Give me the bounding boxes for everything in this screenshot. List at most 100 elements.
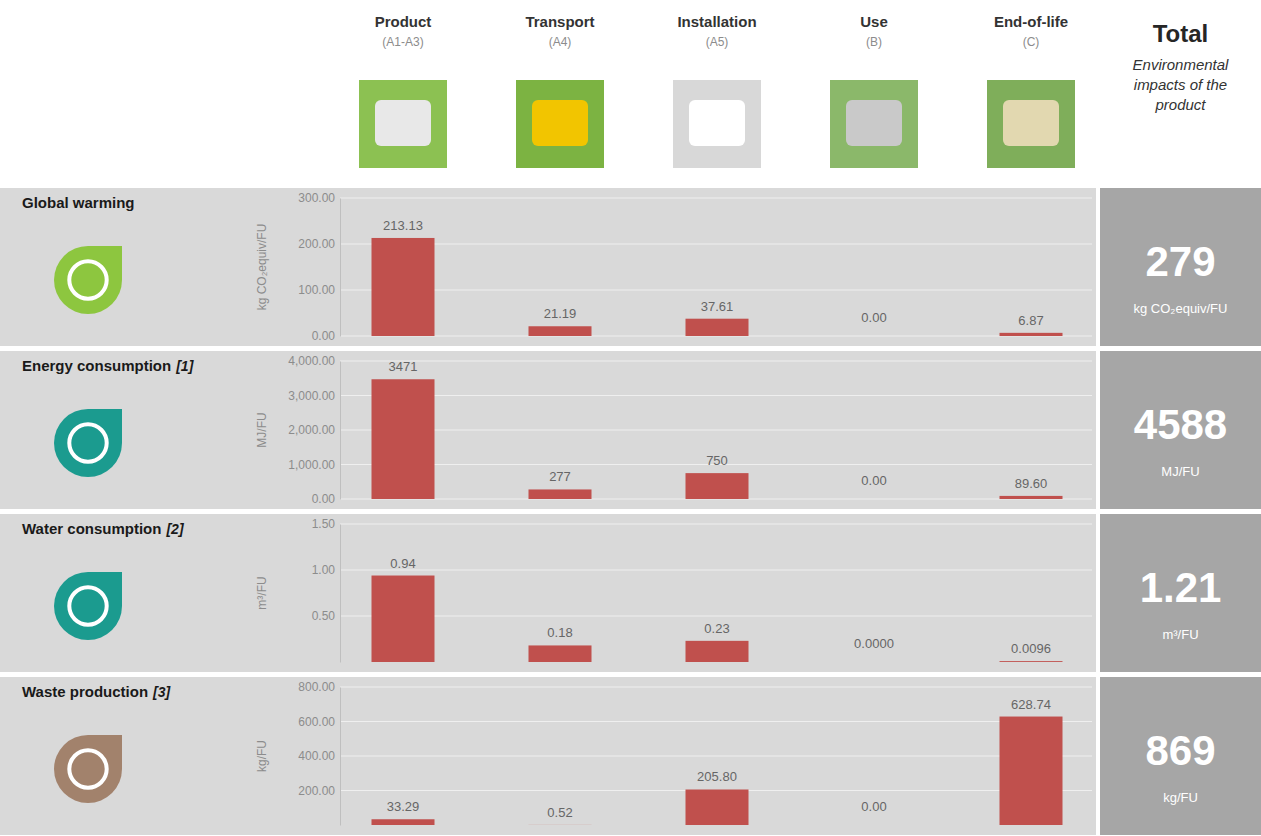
bar: [529, 645, 592, 662]
icon-glyph: [69, 424, 106, 461]
axis-line: [340, 362, 341, 500]
y-axis-title: m³/FU: [255, 576, 269, 609]
stage-image-shape: [532, 100, 588, 146]
total-bg: [1100, 188, 1261, 346]
footnote-mark: [1]: [175, 358, 194, 374]
grid-line: [340, 290, 1092, 291]
bars: [372, 717, 1063, 825]
y-axis-title: kg/FU: [255, 740, 269, 772]
data-label: 3471: [389, 359, 418, 374]
stage-image-bg: [830, 80, 918, 168]
axis-line: [340, 688, 341, 826]
bar: [1000, 333, 1063, 336]
tick-label: 800.00: [298, 680, 335, 694]
bar: [372, 238, 435, 336]
tick: 0.00: [312, 492, 340, 506]
tick: 0.50: [312, 609, 340, 623]
data-label: 0.00: [861, 310, 886, 325]
panel-title: Waste production[3]: [22, 683, 172, 700]
data-label: 628.74: [1011, 697, 1051, 712]
tick-label: 300.00: [298, 191, 335, 205]
icon: [54, 409, 122, 477]
bar: [686, 473, 749, 499]
icon: [54, 735, 122, 803]
bar: [372, 819, 435, 825]
bar: [529, 824, 592, 825]
total-subtitle-line: impacts of the: [1134, 76, 1227, 93]
stage-image-bg: [359, 80, 447, 168]
tick: 1,000.00: [288, 458, 340, 472]
stage-name: Use: [860, 13, 888, 30]
icon: [54, 246, 122, 314]
grid: [340, 687, 1092, 791]
stage-image: [830, 80, 918, 168]
stage-name: Product: [375, 13, 432, 30]
tick-label: 600.00: [298, 715, 335, 729]
grid-line: [340, 198, 1092, 199]
panel-title-text: Waste production: [22, 683, 148, 700]
bars: [372, 576, 1063, 662]
data-label: 0.52: [547, 805, 572, 820]
tick-label: 3,000.00: [288, 389, 335, 403]
panel-bg: [0, 188, 1096, 346]
stage-code: (B): [866, 35, 882, 49]
icon-drop: [54, 735, 122, 803]
bar: [843, 825, 906, 826]
grid-line: [340, 570, 1092, 571]
stage-image: [359, 80, 447, 168]
data-label: 0.00: [861, 799, 886, 814]
tick-label: 4,000.00: [288, 354, 335, 368]
y-axis-title: kg CO₂equiv/FU: [255, 224, 269, 311]
tick: 200.00: [298, 237, 340, 251]
footnote-mark: [3]: [152, 684, 171, 700]
data-label: 0.0000: [854, 636, 894, 651]
stage-image-shape: [375, 100, 431, 146]
bar: [686, 319, 749, 336]
tick-label: 1,000.00: [288, 458, 335, 472]
panel-title-text: Water consumption: [22, 520, 161, 537]
data-label: 0.23: [704, 621, 729, 636]
total-unit: kg/FU: [1163, 790, 1198, 805]
stage-name: End-of-life: [994, 13, 1068, 30]
tick-label: 0.00: [312, 329, 336, 343]
stage-image-shape: [846, 100, 902, 146]
total-unit: MJ/FU: [1161, 464, 1199, 479]
grid: [340, 361, 1092, 499]
tick: 0.00: [312, 329, 340, 343]
data-labels: 0.940.180.230.00000.0096: [390, 556, 1051, 657]
stage-image-bg: [516, 80, 604, 168]
bars: [372, 238, 1063, 336]
bar: [1000, 717, 1063, 825]
icon-glyph: [69, 750, 106, 787]
tick: 800.00: [298, 680, 340, 694]
data-labels: 33.290.52205.800.00628.74: [387, 697, 1051, 820]
tick: 300.00: [298, 191, 340, 205]
total-bg: [1100, 677, 1261, 835]
y-axis: 0.00 1,000.00 2,000.00 3,000.00 4,000.00: [288, 354, 340, 506]
bar: [372, 576, 435, 662]
data-label: 0.18: [547, 625, 572, 640]
stage-image: [987, 80, 1075, 168]
bar: [529, 326, 592, 336]
tick: 2,000.00: [288, 423, 340, 437]
tick-label: 0.50: [312, 609, 336, 623]
grid: [340, 198, 1092, 336]
data-label: 89.60: [1015, 476, 1048, 491]
total-value: 4588: [1134, 401, 1227, 448]
icon-drop: [54, 572, 122, 640]
total-subtitle-line: Environmental: [1133, 56, 1230, 73]
y-axis: 0.501.001.50: [312, 517, 341, 662]
header: Product(A1-A3)Transport(A4)Installation(…: [359, 13, 1229, 168]
total-value: 1.21: [1140, 564, 1222, 611]
panel-title: Water consumption[2]: [22, 520, 185, 537]
data-label: 6.87: [1018, 313, 1043, 328]
bar: [843, 662, 906, 663]
tick: 200.00: [298, 784, 340, 798]
tick: 600.00: [298, 715, 340, 729]
grid-line: [340, 687, 1092, 688]
y-axis: 0.00100.00200.00300.00: [298, 191, 340, 343]
stage-image-bg: [987, 80, 1075, 168]
icon: [54, 572, 122, 640]
tick: 1.50: [312, 517, 340, 531]
data-label: 0.00: [861, 473, 886, 488]
